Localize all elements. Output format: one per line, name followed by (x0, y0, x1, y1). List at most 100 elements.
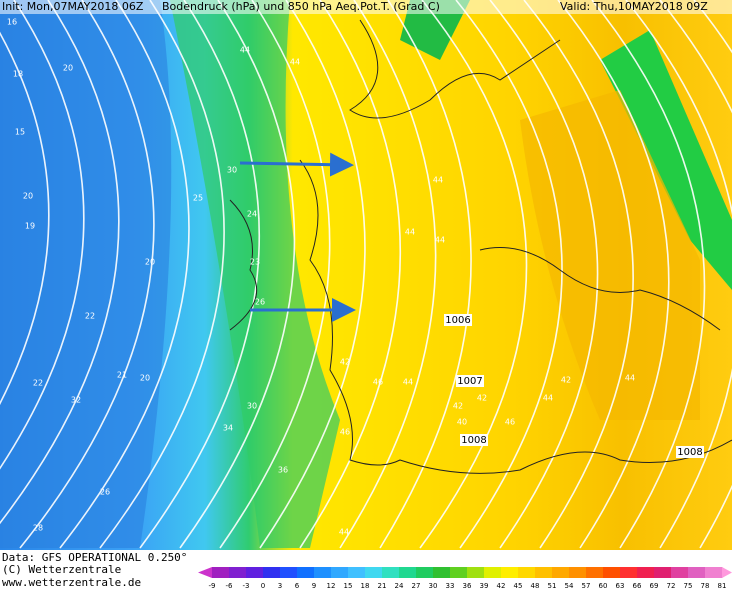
isobar-label: 1008 (677, 447, 702, 458)
colorbar-label: 39 (480, 582, 489, 590)
colorbar-label: 60 (599, 582, 608, 590)
colorbar-label: 15 (344, 582, 353, 590)
colorbar-segment (246, 567, 264, 578)
colorbar-label: 54 (565, 582, 574, 590)
warm-region (520, 90, 700, 420)
field-label: 21 (117, 371, 127, 380)
colorbar-label: 48 (531, 582, 540, 590)
field-label: 40 (457, 418, 467, 427)
colorbar-label: 24 (395, 582, 404, 590)
colorbar-label: 3 (278, 582, 282, 590)
copyright: (C) Wetterzentrale (2, 563, 121, 576)
field-label: 36 (278, 466, 288, 475)
isobar (0, 0, 85, 470)
field-label: 28 (33, 524, 43, 533)
isobar-label-box (444, 314, 472, 326)
field-label: 20 (63, 64, 73, 73)
colorbar-label: 21 (378, 582, 387, 590)
colorbar-segment (365, 567, 383, 578)
colorbar-segment (331, 567, 349, 578)
colorbar-segment (688, 567, 706, 578)
map-labels: 1006 1007 1008 1008 16 18 15 20 20 19 20 22 22 21 20 32… (7, 18, 704, 537)
isobar (59, 0, 190, 549)
field-label: 26 (255, 298, 265, 307)
colorbar-segment (535, 567, 553, 578)
isobar (0, 31, 50, 405)
field-label: 42 (561, 376, 571, 385)
isobar (659, 0, 732, 549)
field-label: 42 (477, 394, 487, 403)
isobar (625, 0, 732, 549)
colorbar-segment (280, 567, 298, 578)
colorbar: -9 -6 -3 0 3 6 9 12 15 18 21 24 27 30 33 36 39 42 45 48 51 54… (198, 567, 732, 590)
field-label: 46 (340, 428, 350, 437)
field-label: 44 (625, 374, 635, 383)
field-label: 32 (71, 396, 81, 405)
field-label: 44 (240, 46, 250, 55)
cold-region (0, 0, 172, 548)
field-label: 22 (85, 312, 95, 321)
colorbar-segment (382, 567, 400, 578)
colorbar-label: 30 (429, 582, 438, 590)
colorbar-label: 18 (361, 582, 370, 590)
colorbar-segment (467, 567, 485, 578)
colorbar-label: 0 (261, 582, 265, 590)
colorbar-segment (603, 567, 621, 578)
colorbar-segment (399, 567, 417, 578)
colorbar-label: 36 (463, 582, 472, 590)
field-label: 20 (145, 258, 155, 267)
colorbar-label: -9 (209, 582, 216, 590)
website: www.wetterzentrale.de (2, 576, 141, 589)
field-label: 23 (250, 258, 260, 267)
field-label: 22 (33, 379, 43, 388)
isobar (489, 0, 599, 549)
map-title: Bodendruck (hPa) und 850 hPa Aeq.Pot.T. … (162, 0, 440, 13)
colorbar-label: 51 (548, 582, 557, 590)
colorbar-segment (229, 567, 247, 578)
colorbar-label: 45 (514, 582, 523, 590)
colorbar-label: 9 (312, 582, 316, 590)
isobar (19, 0, 155, 549)
colorbar-segment (416, 567, 434, 578)
field-label: 20 (23, 192, 33, 201)
isobar-label-box (456, 375, 484, 387)
colorbar-segment (212, 567, 230, 578)
isobar (179, 0, 296, 549)
isobar (557, 0, 670, 549)
field-label: 44 (339, 528, 349, 537)
field-label: 25 (193, 194, 203, 203)
colorbar-segment (586, 567, 604, 578)
isobar (139, 0, 260, 549)
colorbar-label: 63 (616, 582, 625, 590)
field-label: 15 (15, 128, 25, 137)
field-label: 46 (505, 418, 515, 427)
field-label: 30 (227, 166, 237, 175)
colorbar-segment (637, 567, 655, 578)
field-label: 18 (13, 70, 23, 79)
isobar-label: 1007 (457, 376, 482, 387)
arrow (239, 152, 354, 177)
colorbar-segment (518, 567, 536, 578)
colorbar-label: 27 (412, 582, 421, 590)
field-label: 19 (25, 222, 35, 231)
borders (229, 19, 732, 474)
field-label: 44 (543, 394, 553, 403)
field-label: 34 (223, 424, 233, 433)
colorbar-label: 78 (701, 582, 710, 590)
colorbar-segment (501, 567, 519, 578)
colorbar-segment (263, 567, 281, 578)
colorbar-segment (671, 567, 689, 578)
colorbar-segment (450, 567, 468, 578)
isobar (0, 0, 120, 525)
isobar (99, 0, 225, 549)
field-label: 20 (140, 374, 150, 383)
field-label: 44 (290, 58, 300, 67)
init-time: Init: Mon,07MAY2018 06Z (2, 0, 144, 13)
colorbar-segment (433, 567, 451, 578)
field-label: 30 (247, 402, 257, 411)
colorbar-label: 57 (582, 582, 591, 590)
isobar (523, 0, 634, 549)
isobars (0, 0, 732, 548)
field-label: 46 (373, 378, 383, 387)
